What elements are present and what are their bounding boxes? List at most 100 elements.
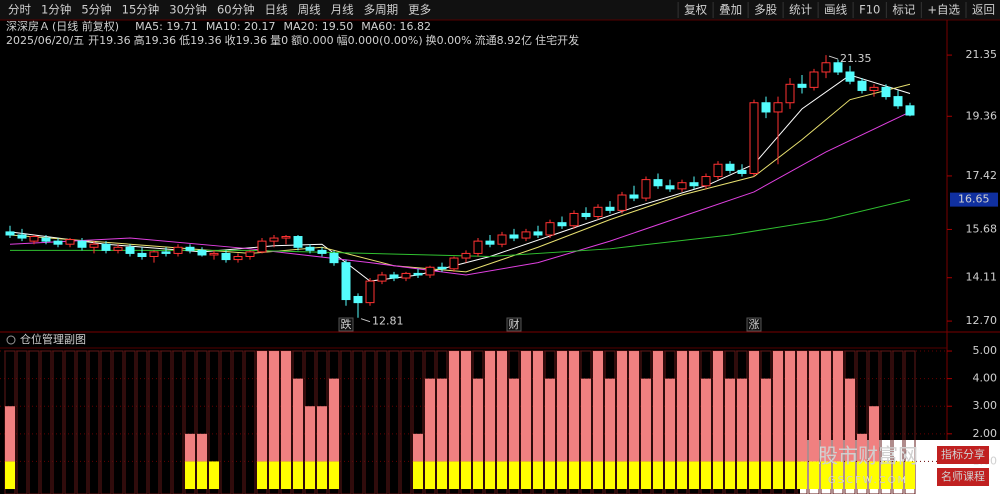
legend-entry: MA20: 19.50: [284, 20, 354, 33]
bar-frame: [88, 350, 100, 494]
candle-body: [449, 257, 459, 270]
toolbar-tab[interactable]: 分时: [8, 3, 31, 17]
position-bar: [689, 461, 699, 490]
current-price-box: [950, 192, 998, 207]
y-tick-label: 15.68: [966, 222, 998, 235]
position-bar: [461, 461, 471, 490]
toolbar-tab[interactable]: 5分钟: [81, 3, 111, 17]
candle-body: [545, 222, 555, 236]
annotation-label: 21.35: [840, 52, 872, 65]
quote-info: 换0.00%: [426, 33, 472, 47]
position-bar: [725, 461, 735, 490]
watermark-tag-text: 指标分享: [941, 447, 985, 461]
quote-info: 流通8.92亿: [475, 33, 533, 47]
candle-body: [725, 163, 735, 171]
candle-body: [857, 80, 867, 91]
toolbar-button[interactable]: +自选: [927, 3, 960, 17]
position-bar: [413, 461, 423, 490]
position-bar: [809, 351, 819, 462]
position-bar: [269, 461, 279, 490]
toolbar-button[interactable]: 叠加: [719, 3, 742, 17]
watermark-tag-text: 名师课程: [941, 469, 985, 483]
candle-body: [485, 240, 495, 245]
toolbar-button[interactable]: 复权: [684, 3, 707, 17]
watermark-tag: [937, 468, 989, 486]
quote-info: 住宅开发: [535, 33, 579, 47]
toolbar-button[interactable]: 统计: [789, 3, 812, 17]
toolbar-button[interactable]: 返回: [972, 3, 995, 17]
y-tick-label: 12.70: [966, 314, 998, 327]
bar-frame: [172, 350, 184, 494]
position-bar: [569, 351, 579, 462]
pane-toggle: [6, 335, 16, 345]
position-bar: [857, 461, 867, 490]
position-bar: [329, 461, 339, 490]
bar-frame: [376, 350, 388, 494]
candle-body: [173, 246, 183, 254]
candle-body: [893, 96, 903, 107]
candle-body: [221, 252, 231, 261]
position-bar: [881, 461, 891, 490]
candle-body: [881, 86, 891, 98]
event-box: [338, 317, 354, 332]
legend-name: MA20: [284, 20, 315, 33]
y-tick-label: 3.00: [973, 399, 998, 412]
position-bar: [545, 378, 555, 462]
toolbar-button[interactable]: 画线: [824, 3, 847, 17]
position-bar: [521, 461, 531, 490]
position-bar: [317, 406, 327, 462]
candle-body: [89, 243, 99, 248]
legend-entry: MA5: 19.71: [135, 20, 198, 33]
legend-colon: :: [159, 20, 166, 33]
position-bar: [641, 378, 651, 462]
bar-frame: [340, 350, 352, 494]
position-bar: [509, 461, 519, 490]
position-bar: [845, 461, 855, 490]
toolbar-tab[interactable]: 15分钟: [122, 3, 160, 17]
toolbar-tab[interactable]: 更多: [408, 3, 431, 17]
position-bar: [569, 461, 579, 490]
candle-body: [245, 251, 255, 258]
toolbar-tab[interactable]: 月线: [331, 3, 354, 17]
position-bar: [557, 351, 567, 462]
event-marker: 财: [509, 317, 520, 331]
position-bar: [461, 351, 471, 462]
position-bar: [629, 351, 639, 462]
position-bar: [797, 461, 807, 490]
position-bar: [305, 406, 315, 462]
position-bar: [185, 461, 195, 490]
toolbar-button[interactable]: F10: [859, 3, 880, 17]
position-bar: [485, 461, 495, 490]
position-bar: [509, 378, 519, 462]
position-bar: [605, 378, 615, 462]
toolbar-button[interactable]: 标记: [892, 3, 915, 17]
toolbar-tab[interactable]: 日线: [265, 3, 288, 17]
legend-name: MA60: [361, 20, 392, 33]
quote-info: 低19.36: [179, 34, 222, 47]
legend-entry: MA60: 16.82: [361, 20, 431, 33]
position-bar: [749, 351, 759, 462]
candle-body: [557, 222, 567, 227]
candle-body: [401, 272, 411, 279]
toolbar-tab[interactable]: 1分钟: [41, 3, 71, 17]
bar-frame: [76, 350, 88, 494]
toolbar-tab[interactable]: 30分钟: [169, 3, 207, 17]
toolbar-button[interactable]: 多股: [754, 3, 777, 17]
candle-body: [53, 240, 63, 245]
candle-body: [701, 176, 711, 187]
candle-body: [773, 102, 783, 113]
bar-frame: [856, 350, 868, 494]
toolbar-tab[interactable]: 60分钟: [217, 3, 255, 17]
position-bar: [413, 433, 423, 462]
bar-frame: [412, 350, 424, 494]
bar-frame: [100, 350, 112, 494]
watermark-url: GSCFW.COM: [828, 475, 908, 486]
toolbar-tab[interactable]: 周线: [298, 3, 321, 17]
position-bar: [281, 461, 291, 490]
toolbar-tab[interactable]: 多周期: [364, 3, 399, 17]
bar-frame: [16, 350, 28, 494]
position-bar: [617, 461, 627, 490]
legend-colon: :: [392, 20, 399, 33]
toolbar: [0, 0, 1000, 20]
position-bar: [545, 461, 555, 490]
